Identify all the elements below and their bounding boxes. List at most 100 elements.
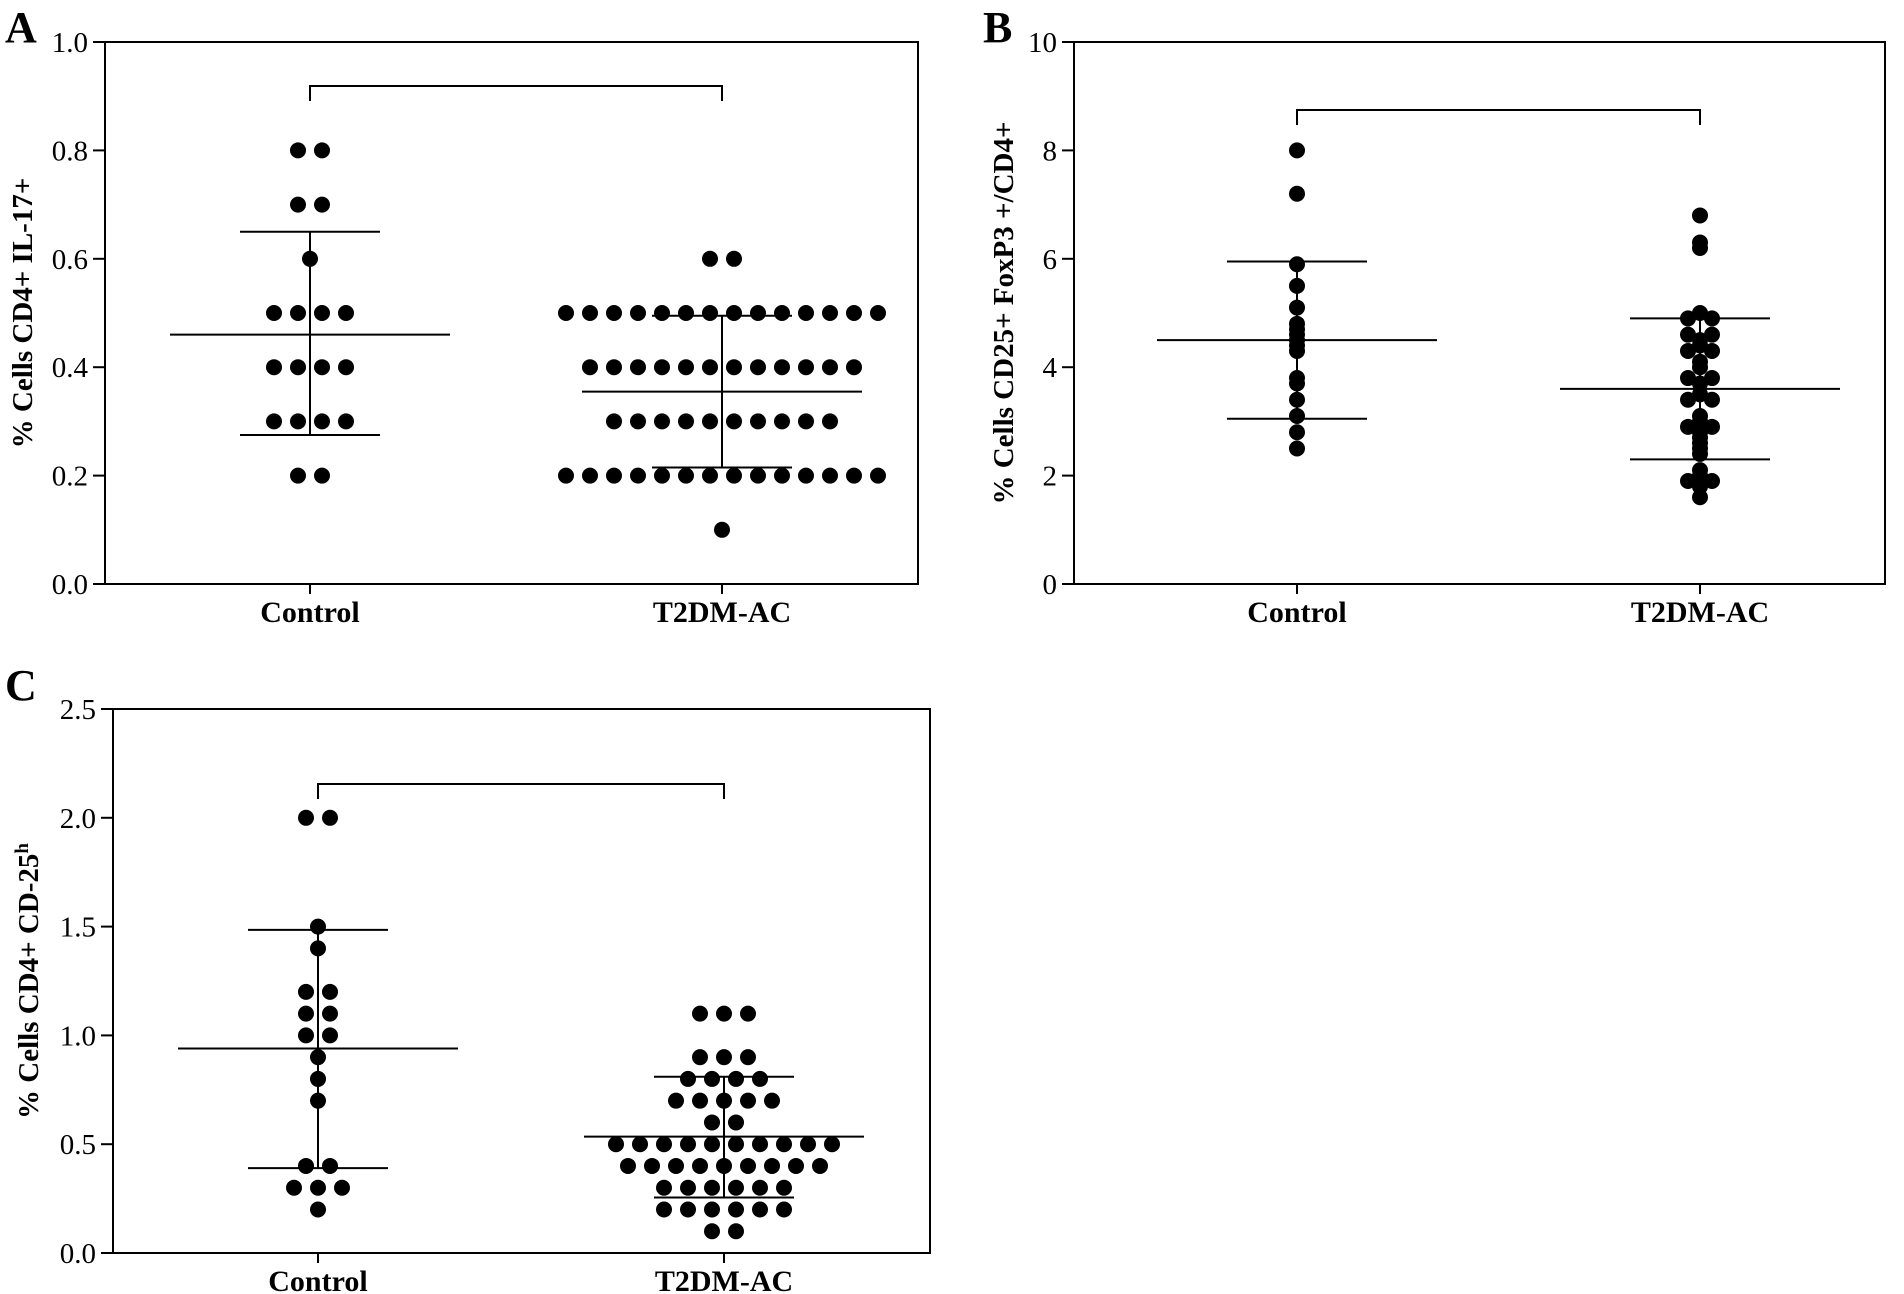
y-tick-label: 1.0 <box>60 1020 96 1052</box>
data-point <box>298 1157 314 1174</box>
data-point <box>764 1157 780 1174</box>
data-point <box>702 305 718 321</box>
data-point <box>750 413 766 430</box>
data-point <box>1692 305 1708 321</box>
data-point <box>702 413 718 430</box>
data-point <box>322 1157 338 1174</box>
data-point <box>1289 142 1305 159</box>
data-point <box>1680 391 1696 408</box>
data-point <box>606 305 622 321</box>
y-tick-label: 2.5 <box>60 694 96 726</box>
data-point <box>630 359 646 376</box>
data-point <box>314 413 330 430</box>
panel-letter: A <box>5 3 37 52</box>
panel-c: C 0.0 0.5 1.0 1.5 2.0 2.5 Control T2DM-AC % Cells… <box>5 661 931 1294</box>
data-point <box>1289 185 1305 202</box>
data-point <box>678 359 694 376</box>
data-point <box>752 1201 768 1218</box>
data-point <box>1289 424 1305 441</box>
data-point <box>1704 370 1720 387</box>
x-category-label: Control <box>1247 596 1346 629</box>
data-point <box>798 467 814 484</box>
data-point <box>290 413 306 430</box>
data-point <box>310 1049 326 1066</box>
data-point <box>728 1136 744 1153</box>
data-point <box>716 1157 732 1174</box>
data-point <box>728 1179 744 1196</box>
y-tick-label: 0.4 <box>52 352 89 384</box>
data-point <box>310 940 326 957</box>
data-point <box>776 1179 792 1196</box>
y-tick-label: 0.2 <box>52 461 88 493</box>
data-point <box>1692 489 1708 506</box>
data-point <box>702 359 718 376</box>
data-point <box>1704 326 1720 343</box>
data-point <box>678 305 694 321</box>
data-point <box>290 142 306 159</box>
data-point <box>310 1201 326 1218</box>
data-point <box>1692 359 1708 376</box>
data-point <box>714 521 730 538</box>
data-point <box>776 1201 792 1218</box>
data-point <box>726 250 742 267</box>
data-point <box>1704 310 1720 327</box>
y-tick-label: 0.5 <box>60 1129 96 1161</box>
data-point <box>298 809 314 826</box>
panel-b: B 0 2 4 6 8 10 Control T2DM-AC % Cells CD25+ FoxP… <box>983 3 1886 629</box>
data-point <box>1289 342 1305 359</box>
data-point <box>656 1201 672 1218</box>
data-point <box>1289 277 1305 294</box>
significance-bracket <box>309 85 723 101</box>
data-point <box>752 1070 768 1087</box>
data-point <box>774 467 790 484</box>
significance-bracket <box>317 783 725 799</box>
data-point <box>298 1027 314 1044</box>
y-tick-label: 10 <box>1028 27 1057 59</box>
x-category-label: Control <box>260 596 359 629</box>
data-point <box>822 413 838 430</box>
panel-a: A 0.0 0.2 0.4 0.6 0.8 1.0 Control T2DM-AC % Cells… <box>5 3 919 629</box>
data-point <box>582 359 598 376</box>
data-point <box>1680 473 1696 490</box>
data-point <box>582 467 598 484</box>
data-point <box>338 359 354 376</box>
data-point <box>654 467 670 484</box>
data-point <box>654 359 670 376</box>
data-point <box>668 1092 684 1109</box>
data-point <box>310 1179 326 1196</box>
data-point <box>728 1223 744 1240</box>
data-point <box>266 413 282 430</box>
data-point <box>846 467 862 484</box>
y-axis-title: % Cells CD25+ FoxP3 +/CD4+ <box>988 121 1020 504</box>
data-point <box>606 359 622 376</box>
plot-frame <box>1073 41 1886 585</box>
y-tick-label: 2.0 <box>60 803 96 835</box>
data-point <box>704 1223 720 1240</box>
y-tick-label: 2 <box>1043 461 1058 493</box>
data-point <box>290 359 306 376</box>
data-point <box>1289 407 1305 424</box>
data-point <box>812 1157 828 1174</box>
data-point <box>322 983 338 1000</box>
data-point <box>774 359 790 376</box>
data-point <box>716 1005 732 1022</box>
data-point <box>632 1136 648 1153</box>
data-point <box>800 1136 816 1153</box>
data-point <box>704 1136 720 1153</box>
y-axis-title: % Cells CD4+ IL-17+ <box>7 178 39 449</box>
x-category-label: T2DM-AC <box>1631 596 1769 629</box>
data-point <box>822 467 838 484</box>
data-point <box>704 1179 720 1196</box>
data-point <box>752 1179 768 1196</box>
data-point <box>704 1070 720 1087</box>
y-tick-label: 1.0 <box>52 27 88 59</box>
data-point <box>322 1005 338 1022</box>
plot-frame <box>112 708 931 1254</box>
data-point <box>656 1179 672 1196</box>
data-point <box>1692 207 1708 224</box>
data-point <box>322 1027 338 1044</box>
data-point <box>726 467 742 484</box>
data-point <box>558 305 574 321</box>
data-point <box>1704 342 1720 359</box>
data-point <box>302 250 318 267</box>
